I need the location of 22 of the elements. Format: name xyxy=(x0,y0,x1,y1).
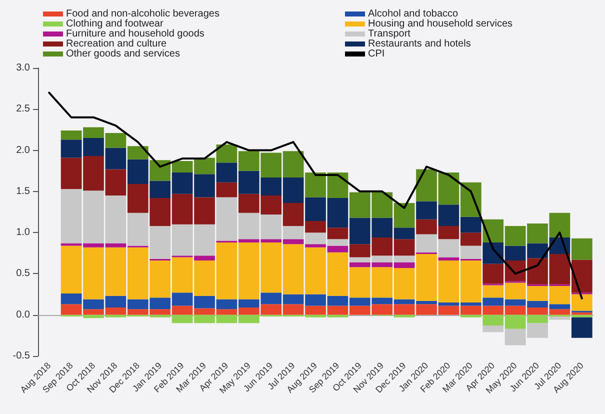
legend-label: Transport xyxy=(368,28,411,40)
legend-label: Restaurants and hotels xyxy=(368,38,471,50)
legend-label: Food and non-alcoholic beverages xyxy=(66,8,220,20)
legend-label: CPI xyxy=(368,48,385,60)
legend-label: Other goods and services xyxy=(66,48,180,60)
bar xyxy=(571,238,592,260)
legend-label: Clothing and footwear xyxy=(66,18,164,30)
bar xyxy=(549,316,570,320)
y-tick-label: 1.0 xyxy=(16,227,30,238)
legend-label: Housing and household services xyxy=(368,18,513,30)
y-tick-label: 0.0 xyxy=(16,309,30,320)
y-tick-label: 3.0 xyxy=(16,62,30,74)
legend-label: Recreation and culture xyxy=(66,38,168,50)
legend-label: Furniture and household goods xyxy=(66,28,204,40)
line-series xyxy=(48,92,583,300)
y-tick-label: 2.0 xyxy=(16,144,30,156)
legend-label: Alcohol and tobacco xyxy=(368,8,458,20)
y-tick-label: 0.5 xyxy=(16,268,30,280)
y-tick-label: 2.5 xyxy=(16,104,30,115)
bar xyxy=(571,317,592,338)
y-tick-label: -0.5 xyxy=(12,350,30,362)
y-tick-label: 1.5 xyxy=(16,186,30,197)
